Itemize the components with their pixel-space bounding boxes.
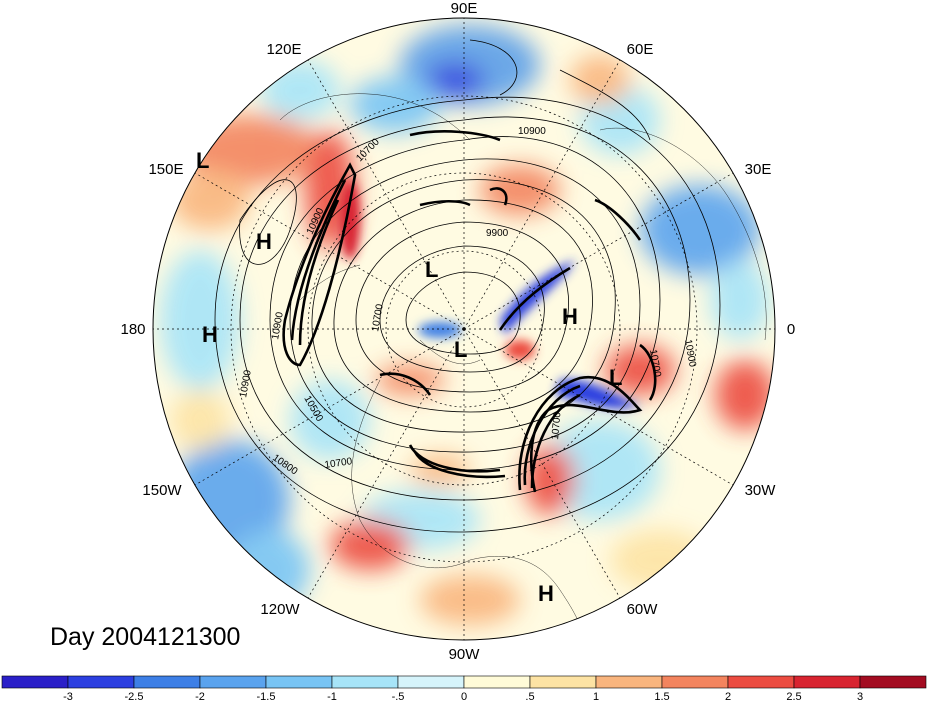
longitude-label: 30E (745, 161, 772, 178)
low-pressure-label: L (196, 148, 209, 173)
contour-label: 10700 (324, 456, 354, 471)
contour-label: 10900 (518, 126, 546, 137)
colorbar-swatch (397, 675, 465, 689)
longitude-label: 30W (745, 482, 777, 499)
map-boundary (152, 17, 776, 641)
contour-label: 10700 (647, 349, 663, 379)
colorbar-swatch (331, 675, 399, 689)
colorbar-swatch (595, 675, 663, 689)
colorbar-tick-label: 0 (461, 691, 467, 702)
low-pressure-label: L (425, 257, 438, 282)
colorbar-swatch (529, 675, 597, 689)
high-pressure-label: H (202, 322, 218, 347)
high-pressure-label: H (538, 581, 554, 606)
colorbar-tick-label: 1.5 (654, 691, 669, 702)
colorbar-tick-label: 1 (593, 691, 599, 702)
colorbar-tick-label: -1 (327, 691, 337, 702)
longitude-label: 90W (449, 646, 481, 663)
colorbar-tick-label: -2 (195, 691, 205, 702)
colorbar-swatch (133, 675, 201, 689)
longitude-label: 0 (787, 321, 795, 338)
longitude-label: 90E (451, 0, 478, 17)
contour-label: 10700 (550, 411, 563, 440)
colorbar-tick-label: .5 (525, 691, 534, 702)
colorbar: -3 -2.5 -2 -1.5 -1 -.5 0 .5 1 1.5 2 2.5 3 (1, 675, 927, 702)
longitude-label: 120W (260, 601, 300, 618)
graticule (153, 18, 775, 640)
longitude-label: 150E (148, 161, 183, 178)
low-pressure-label: L (454, 337, 467, 362)
colorbar-swatch (727, 675, 795, 689)
longitude-label: 60W (627, 601, 659, 618)
colorbar-swatch (793, 675, 861, 689)
colorbar-swatch (859, 675, 927, 689)
high-pressure-label: H (562, 304, 578, 329)
longitude-label: 150W (142, 482, 182, 499)
colorbar-swatch (1, 675, 69, 689)
figure-title: Day 2004121300 (50, 623, 240, 651)
pressure-centers: L H H L L H L H (196, 148, 622, 606)
colorbar-tick-label: -1.5 (257, 691, 276, 702)
longitude-labels: 90E 60E 30E 0 30W 60W 90W 120W 150W 180 … (120, 0, 795, 663)
colorbar-tick-label: 3 (857, 691, 863, 702)
contour-label: 10900 (682, 339, 698, 369)
jet-contours (282, 130, 657, 493)
colorbar-tick-label: -.5 (392, 691, 405, 702)
colorbar-swatch (199, 675, 267, 689)
colorbar-tick-label: -2.5 (125, 691, 144, 702)
contour-label: 9900 (486, 228, 509, 239)
contour-label: 10900 (238, 369, 254, 399)
colorbar-swatch (463, 675, 531, 689)
colorbar-tick-label: 2.5 (786, 691, 801, 702)
high-pressure-label: H (256, 229, 272, 254)
contour-label: 10700 (370, 303, 386, 333)
longitude-label: 180 (120, 321, 145, 338)
longitude-label: 60E (627, 41, 654, 58)
contour-label: 10900 (270, 311, 286, 341)
colorbar-tick-label: -3 (63, 691, 73, 702)
longitude-label: 120E (266, 41, 301, 58)
colorbar-swatch (265, 675, 333, 689)
low-pressure-label: L (609, 365, 622, 390)
colorbar-swatch (67, 675, 135, 689)
colorbar-tick-label: 2 (725, 691, 731, 702)
colorbar-swatch (661, 675, 729, 689)
